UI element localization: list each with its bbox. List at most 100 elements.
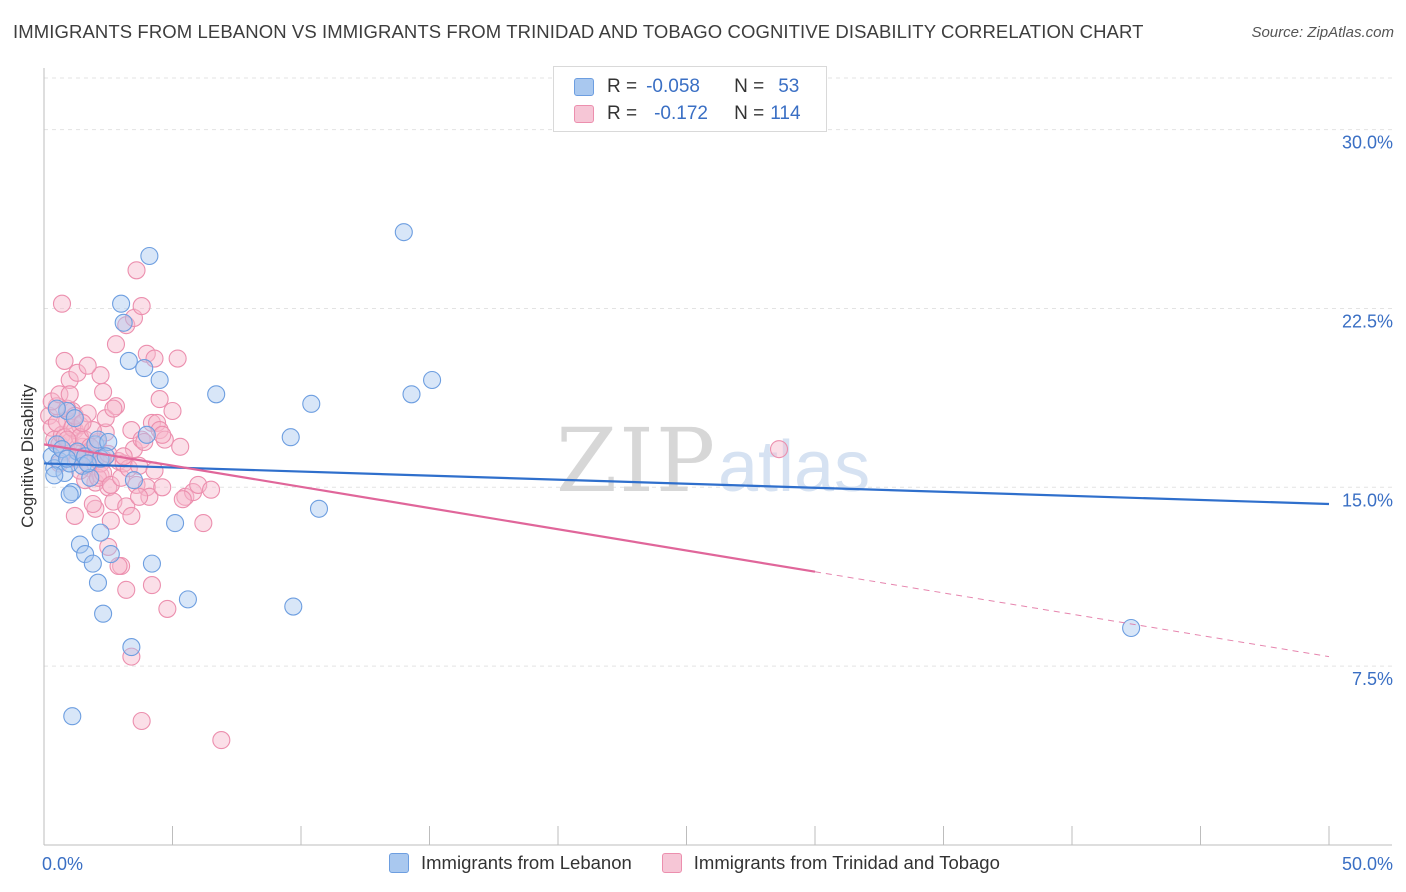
- point-lebanon: [302, 394, 321, 413]
- legend-swatch-lebanon: [574, 78, 594, 96]
- point-trinidad: [153, 425, 172, 444]
- legend-swatch-trinidad: [574, 105, 594, 123]
- point-trinidad: [50, 385, 69, 404]
- point-trinidad: [55, 428, 74, 447]
- point-trinidad: [127, 261, 146, 280]
- point-trinidad: [122, 506, 141, 525]
- legend-label-trinidad: Immigrants from Trinidad and Tobago: [693, 852, 1000, 873]
- point-trinidad: [40, 406, 59, 425]
- point-trinidad: [60, 370, 79, 390]
- point-trinidad: [150, 390, 169, 409]
- point-lebanon: [166, 514, 185, 533]
- point-lebanon: [76, 545, 95, 564]
- point-lebanon: [207, 385, 226, 404]
- legend-swatch-lebanon: [389, 853, 409, 873]
- source-credit: Source: ZipAtlas.com: [1251, 24, 1394, 41]
- series-lebanon-points: [42, 223, 1141, 726]
- point-lebanon: [88, 573, 108, 592]
- point-trinidad: [42, 418, 61, 437]
- point-trinidad: [68, 363, 87, 382]
- point-trinidad: [96, 409, 115, 428]
- point-lebanon: [124, 471, 143, 490]
- point-lebanon: [394, 223, 413, 242]
- legend-r-label: R =: [607, 76, 638, 97]
- legend-item-trinidad[interactable]: Immigrants from Trinidad and Tobago: [661, 852, 1000, 874]
- point-trinidad: [148, 413, 167, 432]
- point-lebanon: [47, 399, 66, 418]
- point-trinidad: [212, 731, 231, 750]
- stats-legend: R = -0.058 N = 53 R = -0.172 N = 114: [553, 66, 827, 132]
- point-lebanon: [423, 370, 442, 390]
- point-lebanon: [60, 485, 79, 504]
- trendline-lebanon: [43, 462, 1330, 506]
- point-trinidad: [94, 382, 113, 401]
- point-trinidad: [153, 478, 172, 497]
- legend-n-value-trinidad: 114: [770, 103, 801, 124]
- point-lebanon: [140, 246, 159, 266]
- point-lebanon: [114, 313, 133, 332]
- point-trinidad: [83, 494, 102, 514]
- point-trinidad: [132, 297, 151, 316]
- legend-row-lebanon: R = -0.058 N = 53: [574, 76, 799, 98]
- gridlines: [44, 77, 1392, 667]
- legend-label-lebanon: Immigrants from Lebanon: [421, 852, 632, 873]
- point-trinidad: [173, 490, 192, 509]
- point-trinidad: [83, 421, 102, 440]
- point-trinidad: [769, 440, 789, 459]
- trend-lines: [43, 443, 1330, 658]
- point-lebanon: [1122, 618, 1141, 638]
- point-lebanon: [142, 554, 161, 573]
- point-trinidad: [60, 385, 79, 404]
- point-trinidad: [168, 349, 187, 368]
- point-lebanon: [91, 523, 110, 542]
- y-tick-label: 22.5%: [1342, 311, 1393, 331]
- point-trinidad: [104, 399, 123, 418]
- x-tick-label-min: 0.0%: [42, 854, 83, 874]
- point-trinidad: [163, 401, 182, 421]
- point-lebanon: [112, 294, 131, 313]
- point-lebanon: [99, 432, 118, 452]
- point-trinidad: [55, 351, 74, 370]
- point-trinidad: [142, 576, 161, 595]
- y-tick-label: 7.5%: [1352, 669, 1393, 689]
- legend-n-label: N =: [734, 76, 765, 97]
- axes: [43, 68, 1392, 846]
- point-lebanon: [101, 545, 120, 564]
- legend-n-value-lebanon: 53: [778, 76, 800, 97]
- tick-labels: 7.5% 15.0% 22.5% 30.0% 0.0% 50.0%: [42, 133, 1393, 874]
- point-lebanon: [309, 499, 329, 518]
- point-lebanon: [178, 590, 197, 609]
- point-trinidad: [117, 497, 136, 516]
- point-trinidad: [70, 461, 90, 480]
- point-trinidad: [132, 430, 151, 449]
- point-trinidad: [142, 413, 161, 432]
- legend-r-value-trinidad: -0.172: [654, 103, 708, 124]
- legend-n-label: N =: [734, 103, 765, 124]
- point-lebanon: [137, 425, 156, 444]
- point-trinidad: [130, 487, 149, 506]
- point-trinidad: [106, 397, 126, 416]
- point-lebanon: [63, 707, 82, 726]
- point-lebanon: [65, 409, 84, 428]
- trendline-trinidad-extrapolated: [814, 571, 1330, 658]
- point-lebanon: [122, 638, 141, 657]
- point-trinidad: [155, 430, 174, 449]
- point-trinidad: [194, 514, 213, 533]
- point-trinidad: [171, 437, 190, 456]
- point-trinidad: [124, 440, 143, 459]
- point-lebanon: [281, 428, 300, 447]
- point-trinidad: [106, 335, 126, 354]
- point-lebanon: [94, 604, 113, 623]
- point-lebanon: [45, 466, 64, 485]
- y-tick-label: 30.0%: [1342, 133, 1393, 153]
- series-legend: Immigrants from Lebanon Immigrants from …: [389, 852, 1030, 874]
- point-trinidad: [117, 580, 136, 599]
- point-lebanon: [63, 483, 82, 502]
- point-trinidad: [86, 499, 105, 518]
- point-trinidad: [78, 356, 97, 375]
- chart-title: IMMIGRANTS FROM LEBANON VS IMMIGRANTS FR…: [13, 21, 1144, 42]
- point-lebanon: [135, 359, 154, 378]
- legend-item-lebanon[interactable]: Immigrants from Lebanon: [389, 852, 632, 874]
- watermark-atlas: atlas: [718, 427, 870, 507]
- point-trinidad: [132, 711, 151, 731]
